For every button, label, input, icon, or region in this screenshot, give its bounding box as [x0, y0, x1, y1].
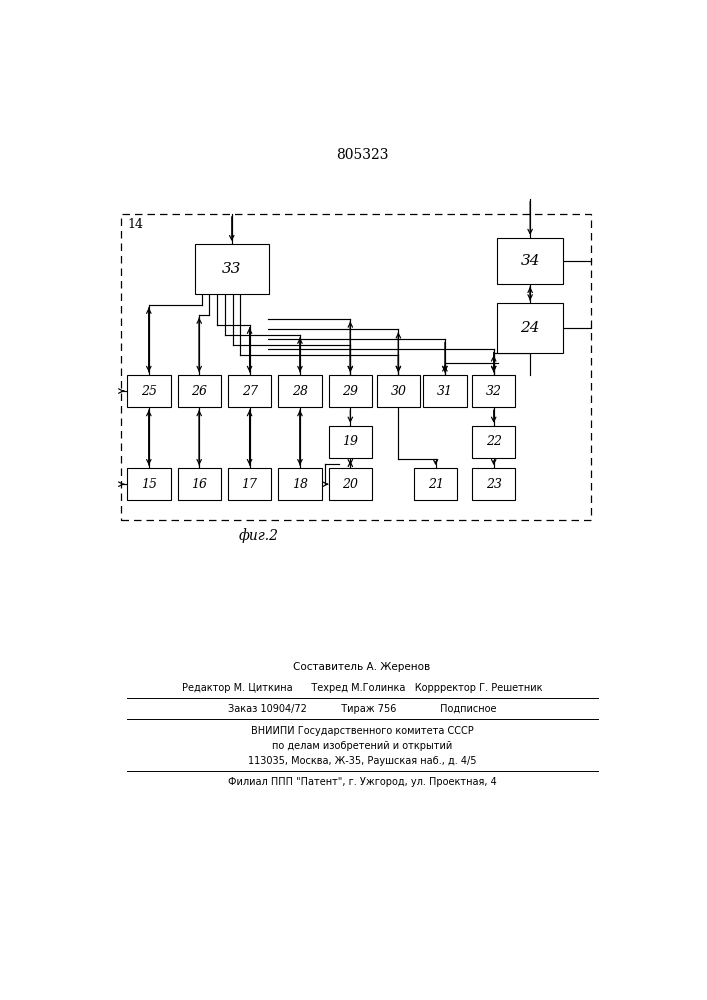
Bar — [423, 375, 467, 407]
Bar — [228, 375, 271, 407]
Bar — [127, 375, 170, 407]
Text: 18: 18 — [292, 478, 308, 491]
Text: 22: 22 — [486, 435, 502, 448]
Text: 17: 17 — [242, 478, 257, 491]
Text: Заказ 10904/72           Тираж 756              Подписное: Заказ 10904/72 Тираж 756 Подписное — [228, 704, 496, 714]
Bar — [329, 426, 372, 458]
Text: 27: 27 — [242, 385, 257, 398]
Bar — [377, 375, 420, 407]
Text: 31: 31 — [437, 385, 453, 398]
Text: 16: 16 — [191, 478, 207, 491]
Text: 23: 23 — [486, 478, 502, 491]
Text: ВНИИПИ Государственного комитета СССР: ВНИИПИ Государственного комитета СССР — [250, 726, 473, 736]
Text: 19: 19 — [342, 435, 358, 448]
Bar — [121, 214, 590, 520]
Text: 805323: 805323 — [336, 148, 388, 162]
Bar — [472, 375, 515, 407]
Text: 30: 30 — [390, 385, 407, 398]
Bar — [279, 468, 322, 500]
Bar — [279, 375, 322, 407]
Bar — [228, 468, 271, 500]
Text: 24: 24 — [520, 321, 540, 335]
Bar — [472, 468, 515, 500]
Text: Составитель А. Жеренов: Составитель А. Жеренов — [293, 662, 431, 672]
Bar — [329, 468, 372, 500]
Text: 26: 26 — [191, 385, 207, 398]
Text: Филиал ППП "Патент", г. Ужгород, ул. Проектная, 4: Филиал ППП "Патент", г. Ужгород, ул. Про… — [228, 777, 496, 787]
Text: 14: 14 — [127, 218, 143, 231]
Text: 28: 28 — [292, 385, 308, 398]
Bar — [497, 238, 563, 284]
Bar — [329, 375, 372, 407]
Text: 34: 34 — [520, 254, 540, 268]
Bar — [177, 375, 221, 407]
Text: 20: 20 — [342, 478, 358, 491]
Text: 33: 33 — [222, 262, 242, 276]
Text: 32: 32 — [486, 385, 502, 398]
Text: Редактор М. Циткина      Техред М.Голинка   Коррректор Г. Решетник: Редактор М. Циткина Техред М.Голинка Кор… — [182, 683, 542, 693]
Bar — [414, 468, 457, 500]
Text: 21: 21 — [428, 478, 443, 491]
Text: 25: 25 — [141, 385, 157, 398]
Text: 29: 29 — [342, 385, 358, 398]
Text: 15: 15 — [141, 478, 157, 491]
Bar — [195, 244, 269, 294]
Text: 113035, Москва, Ж-35, Раушская наб., д. 4/5: 113035, Москва, Ж-35, Раушская наб., д. … — [247, 756, 477, 766]
Text: фиг.2: фиг.2 — [239, 528, 279, 543]
Text: по делам изобретений и открытий: по делам изобретений и открытий — [271, 741, 452, 751]
Bar — [177, 468, 221, 500]
Bar — [127, 468, 170, 500]
Bar — [497, 303, 563, 353]
Bar — [472, 426, 515, 458]
